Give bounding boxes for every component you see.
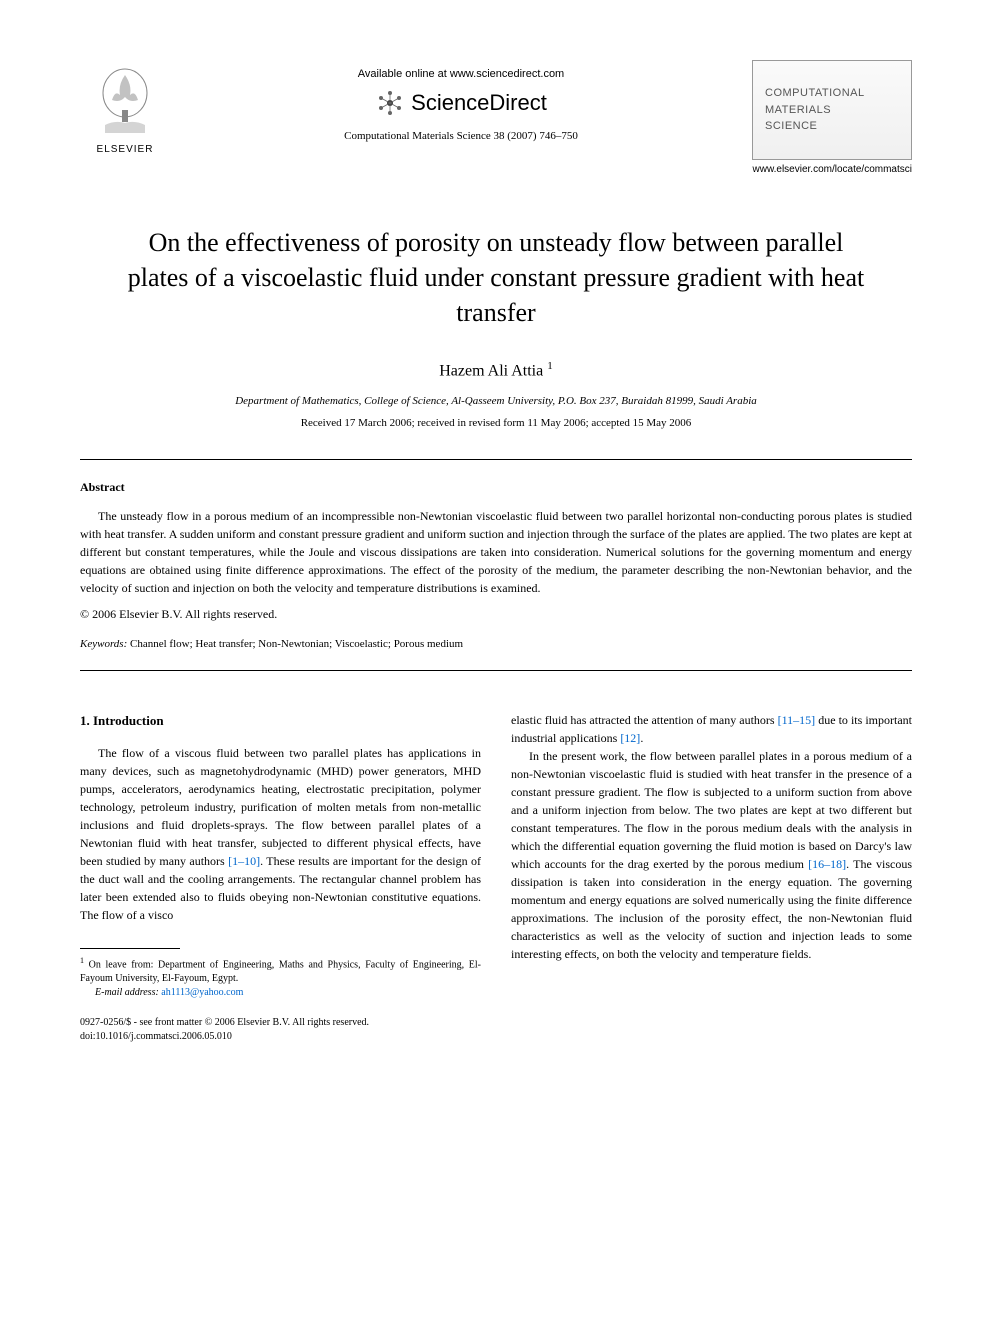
abstract-copyright: © 2006 Elsevier B.V. All rights reserved… xyxy=(80,607,912,622)
publisher-logo: ELSEVIER xyxy=(80,60,170,160)
email-label: E-mail address: xyxy=(80,986,159,1000)
author-name: Hazem Ali Attia xyxy=(439,363,543,380)
journal-box-line3: SCIENCE xyxy=(765,118,911,135)
center-header: Available online at www.sciencedirect.co… xyxy=(170,60,752,142)
keywords-label: Keywords: xyxy=(80,638,127,650)
para1c-text3: . xyxy=(640,731,643,745)
sciencedirect-logo: ScienceDirect xyxy=(170,88,752,118)
affiliation: Department of Mathematics, College of Sc… xyxy=(80,395,912,407)
para2-text2: . The viscous dissipation is taken into … xyxy=(511,857,912,961)
right-column: elastic fluid has attracted the attentio… xyxy=(511,711,912,1045)
email-footnote: E-mail address: ah1113@yahoo.com xyxy=(80,986,481,1000)
footnote-1-text: On leave from: Department of Engineering… xyxy=(80,959,481,984)
sciencedirect-text: ScienceDirect xyxy=(411,90,547,116)
author-line: Hazem Ali Attia 1 xyxy=(80,360,912,380)
para1-text1: The flow of a viscous fluid between two … xyxy=(80,746,481,868)
available-online-text: Available online at www.sciencedirect.co… xyxy=(170,68,752,80)
citation-line: Computational Materials Science 38 (2007… xyxy=(170,130,752,142)
email-link[interactable]: ah1113@yahoo.com xyxy=(159,987,244,998)
para1c-text1: elastic fluid has attracted the attentio… xyxy=(511,713,778,727)
left-column: 1. Introduction The flow of a viscous fl… xyxy=(80,711,481,1045)
divider-top xyxy=(80,459,912,460)
ref-link-12[interactable]: [12] xyxy=(620,731,640,745)
abstract-text: The unsteady flow in a porous medium of … xyxy=(80,507,912,597)
section-1-heading: 1. Introduction xyxy=(80,711,481,731)
sciencedirect-icon xyxy=(375,88,405,118)
dates-line: Received 17 March 2006; received in revi… xyxy=(80,417,912,429)
header-row: ELSEVIER Available online at www.science… xyxy=(80,60,912,175)
para2-text1: In the present work, the flow between pa… xyxy=(511,749,912,871)
footnote-1: 1 On leave from: Department of Engineeri… xyxy=(80,955,481,986)
keywords-line: Keywords: Channel flow; Heat transfer; N… xyxy=(80,638,912,650)
footnote-divider xyxy=(80,948,180,949)
publisher-name: ELSEVIER xyxy=(97,144,154,155)
journal-box-container: COMPUTATIONAL MATERIALS SCIENCE www.else… xyxy=(752,60,912,175)
body-columns: 1. Introduction The flow of a viscous fl… xyxy=(80,711,912,1045)
author-footnote-marker: 1 xyxy=(547,360,553,372)
intro-para-1-continued: elastic fluid has attracted the attentio… xyxy=(511,711,912,747)
ref-link-11-15[interactable]: [11–15] xyxy=(778,713,816,727)
divider-bottom xyxy=(80,670,912,671)
journal-box-line1: COMPUTATIONAL xyxy=(765,85,911,102)
keywords-text: Channel flow; Heat transfer; Non-Newtoni… xyxy=(127,638,463,650)
journal-url: www.elsevier.com/locate/commatsci xyxy=(752,164,912,175)
intro-para-1: The flow of a viscous fluid between two … xyxy=(80,744,481,924)
ref-link-1-10[interactable]: [1–10] xyxy=(228,854,260,868)
journal-box: COMPUTATIONAL MATERIALS SCIENCE xyxy=(752,60,912,160)
doi-block: 0927-0256/$ - see front matter © 2006 El… xyxy=(80,1016,481,1044)
journal-box-line2: MATERIALS xyxy=(765,102,911,119)
ref-link-16-18[interactable]: [16–18] xyxy=(808,857,846,871)
doi-line2: doi:10.1016/j.commatsci.2006.05.010 xyxy=(80,1030,481,1044)
intro-para-2: In the present work, the flow between pa… xyxy=(511,747,912,963)
doi-line1: 0927-0256/$ - see front matter © 2006 El… xyxy=(80,1016,481,1030)
article-title: On the effectiveness of porosity on unst… xyxy=(120,225,872,330)
abstract-heading: Abstract xyxy=(80,480,912,495)
elsevier-tree-icon xyxy=(90,65,160,140)
